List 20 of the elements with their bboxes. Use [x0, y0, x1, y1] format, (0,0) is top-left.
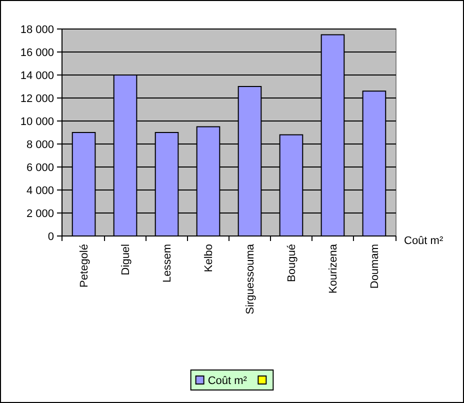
y-tick-label: 10 000	[20, 116, 54, 128]
text: Coût m²	[404, 234, 444, 247]
y-tick-label: 2 000	[26, 208, 54, 220]
y-tick-label: 16 000	[20, 46, 54, 59]
x-tick-label: Lessem	[162, 244, 174, 283]
x-tick-label: Kelbo	[203, 244, 216, 272]
x-tick-label: Petegolé	[78, 244, 91, 288]
x-tick-label: Kourizena	[328, 243, 340, 294]
y-tick-label: 6 000	[26, 162, 54, 174]
y-tick-label: 0	[48, 230, 54, 243]
y-tick-label: 4 000	[26, 184, 54, 197]
legend-label: Coût m²	[208, 375, 248, 387]
y-tick-label: 18 000	[20, 24, 54, 36]
x-tick-label: Sirguessouma	[244, 243, 257, 314]
y-tick-label: 8 000	[26, 138, 54, 151]
y-tick-label: 12 000	[20, 92, 54, 105]
x-tick-label: Doumam	[369, 244, 382, 289]
y-tick-label: 14 000	[20, 70, 54, 82]
x-tick-label: Bougué	[286, 244, 298, 282]
x-tick-label: Diguel	[120, 244, 132, 276]
